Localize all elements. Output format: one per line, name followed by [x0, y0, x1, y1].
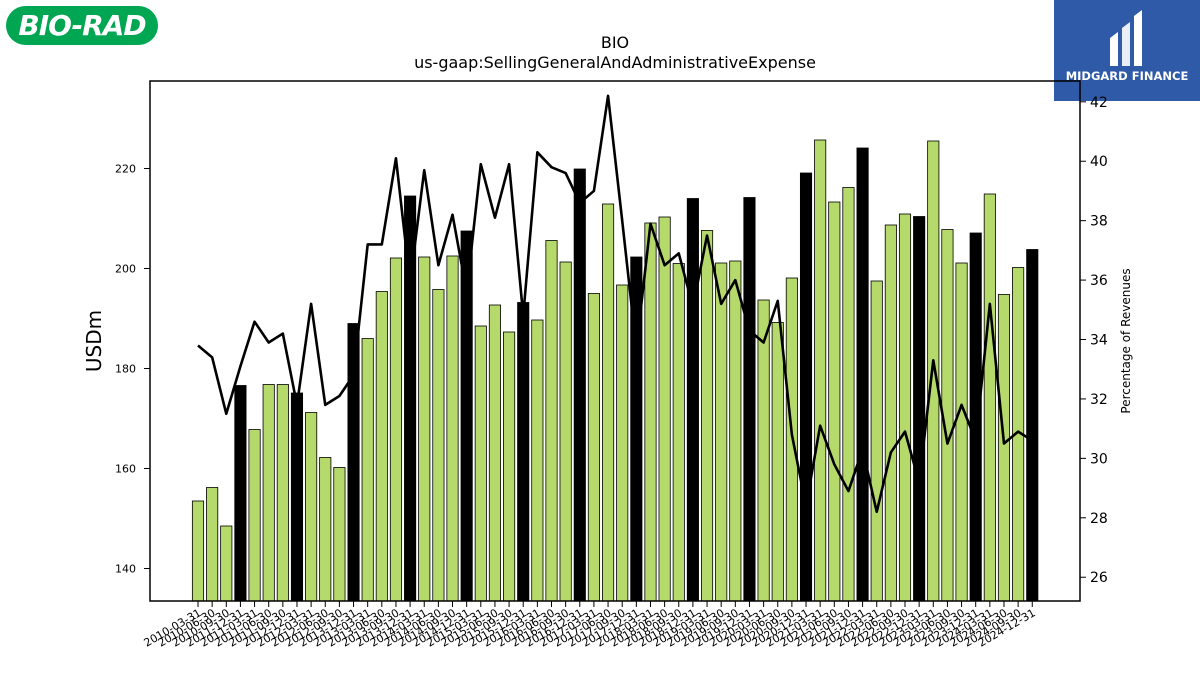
- y2-tick-label: 40: [1090, 154, 1108, 170]
- line-path: [197, 94, 1033, 514]
- x-axis: 2010-03-312010-06-302010-09-302011-12-31…: [142, 601, 1038, 650]
- bar: [319, 457, 332, 602]
- bar-series: [191, 139, 1039, 602]
- bar: [828, 201, 841, 602]
- midgard-logo-icon: [1110, 10, 1142, 66]
- bar: [375, 291, 388, 602]
- bio-rad-logo: BIO-RAD: [6, 6, 158, 45]
- bar: [474, 325, 487, 602]
- y-tick-label: 220: [115, 163, 136, 176]
- y2-tick-label: 36: [1090, 273, 1108, 289]
- bar: [1026, 249, 1039, 602]
- midgard-finance-logo: MIDGARD FINANCE: [1054, 0, 1200, 101]
- bar: [602, 203, 615, 602]
- y2-tick-label: 32: [1090, 392, 1108, 408]
- bar: [757, 299, 770, 602]
- bar: [700, 230, 714, 602]
- bar: [997, 294, 1011, 602]
- bar: [658, 216, 671, 602]
- bar: [616, 284, 629, 602]
- y2-tick-label: 42: [1090, 95, 1108, 111]
- bar: [814, 139, 827, 602]
- bio-rad-logo-text: BIO-RAD: [18, 9, 146, 42]
- midgard-logo-text: MIDGARD FINANCE: [1065, 69, 1189, 83]
- y-tick-label: 140: [115, 563, 136, 576]
- chart-title: BIO: [601, 33, 629, 52]
- y2-axis-label: Percentage of Revenues: [1119, 268, 1133, 413]
- bar: [842, 187, 855, 602]
- bar: [234, 385, 247, 602]
- bar: [333, 467, 346, 602]
- bar: [488, 304, 501, 602]
- bar: [573, 168, 586, 602]
- y2-tick-label: 30: [1090, 451, 1108, 467]
- y-tick-label: 180: [115, 363, 136, 376]
- bar: [799, 172, 813, 602]
- bar: [262, 384, 275, 602]
- bar: [545, 240, 558, 602]
- y2-tick-label: 26: [1090, 570, 1108, 586]
- bar: [220, 525, 233, 602]
- bar: [955, 262, 968, 602]
- chart-subtitle: us-gaap:SellingGeneralAndAdministrativeE…: [414, 53, 816, 72]
- bar: [969, 232, 982, 602]
- bar: [191, 500, 205, 602]
- bar: [517, 302, 530, 602]
- bar: [898, 213, 912, 602]
- y-tick-label: 160: [115, 463, 136, 476]
- bar: [305, 412, 318, 602]
- bar: [856, 147, 869, 602]
- bar: [771, 322, 784, 602]
- bar: [870, 280, 883, 602]
- bar: [531, 319, 544, 602]
- bar: [983, 193, 996, 602]
- bar: [587, 293, 600, 602]
- bar: [361, 338, 374, 602]
- y2-tick-label: 28: [1090, 511, 1108, 527]
- line-series: [197, 94, 1033, 514]
- bar: [743, 197, 756, 602]
- bar: [446, 255, 459, 602]
- bar: [715, 262, 728, 602]
- bar: [432, 289, 445, 602]
- y2-axis: 26 28 30 32 34 36 38 40 42: [1080, 95, 1108, 586]
- bar: [672, 263, 685, 602]
- bar: [913, 216, 926, 602]
- bar: [290, 392, 304, 602]
- y2-tick-label: 38: [1090, 214, 1108, 230]
- bar: [206, 487, 219, 602]
- y-tick-label: 200: [115, 263, 136, 276]
- y-axis: 140 160 180 200 220: [115, 163, 150, 576]
- bar: [418, 256, 431, 602]
- bar: [389, 257, 403, 602]
- bar: [503, 331, 516, 602]
- bar: [276, 384, 289, 602]
- y2-tick-label: 34: [1090, 333, 1108, 349]
- bar: [884, 224, 897, 602]
- bar: [686, 198, 699, 602]
- y-axis-label: USDm: [82, 310, 106, 372]
- bar: [644, 222, 657, 602]
- bar: [559, 261, 572, 602]
- bar: [729, 260, 742, 602]
- plot-frame: [149, 80, 1081, 602]
- bar: [248, 429, 261, 602]
